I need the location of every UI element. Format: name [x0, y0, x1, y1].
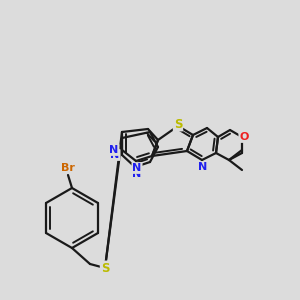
Text: Br: Br	[61, 163, 75, 173]
Text: N: N	[110, 150, 120, 160]
Text: S: S	[174, 118, 182, 130]
Text: N: N	[110, 145, 118, 155]
Text: S: S	[101, 262, 109, 275]
Text: N: N	[132, 169, 142, 179]
Text: N: N	[198, 162, 208, 172]
Text: N: N	[132, 163, 142, 173]
Text: O: O	[239, 132, 249, 142]
